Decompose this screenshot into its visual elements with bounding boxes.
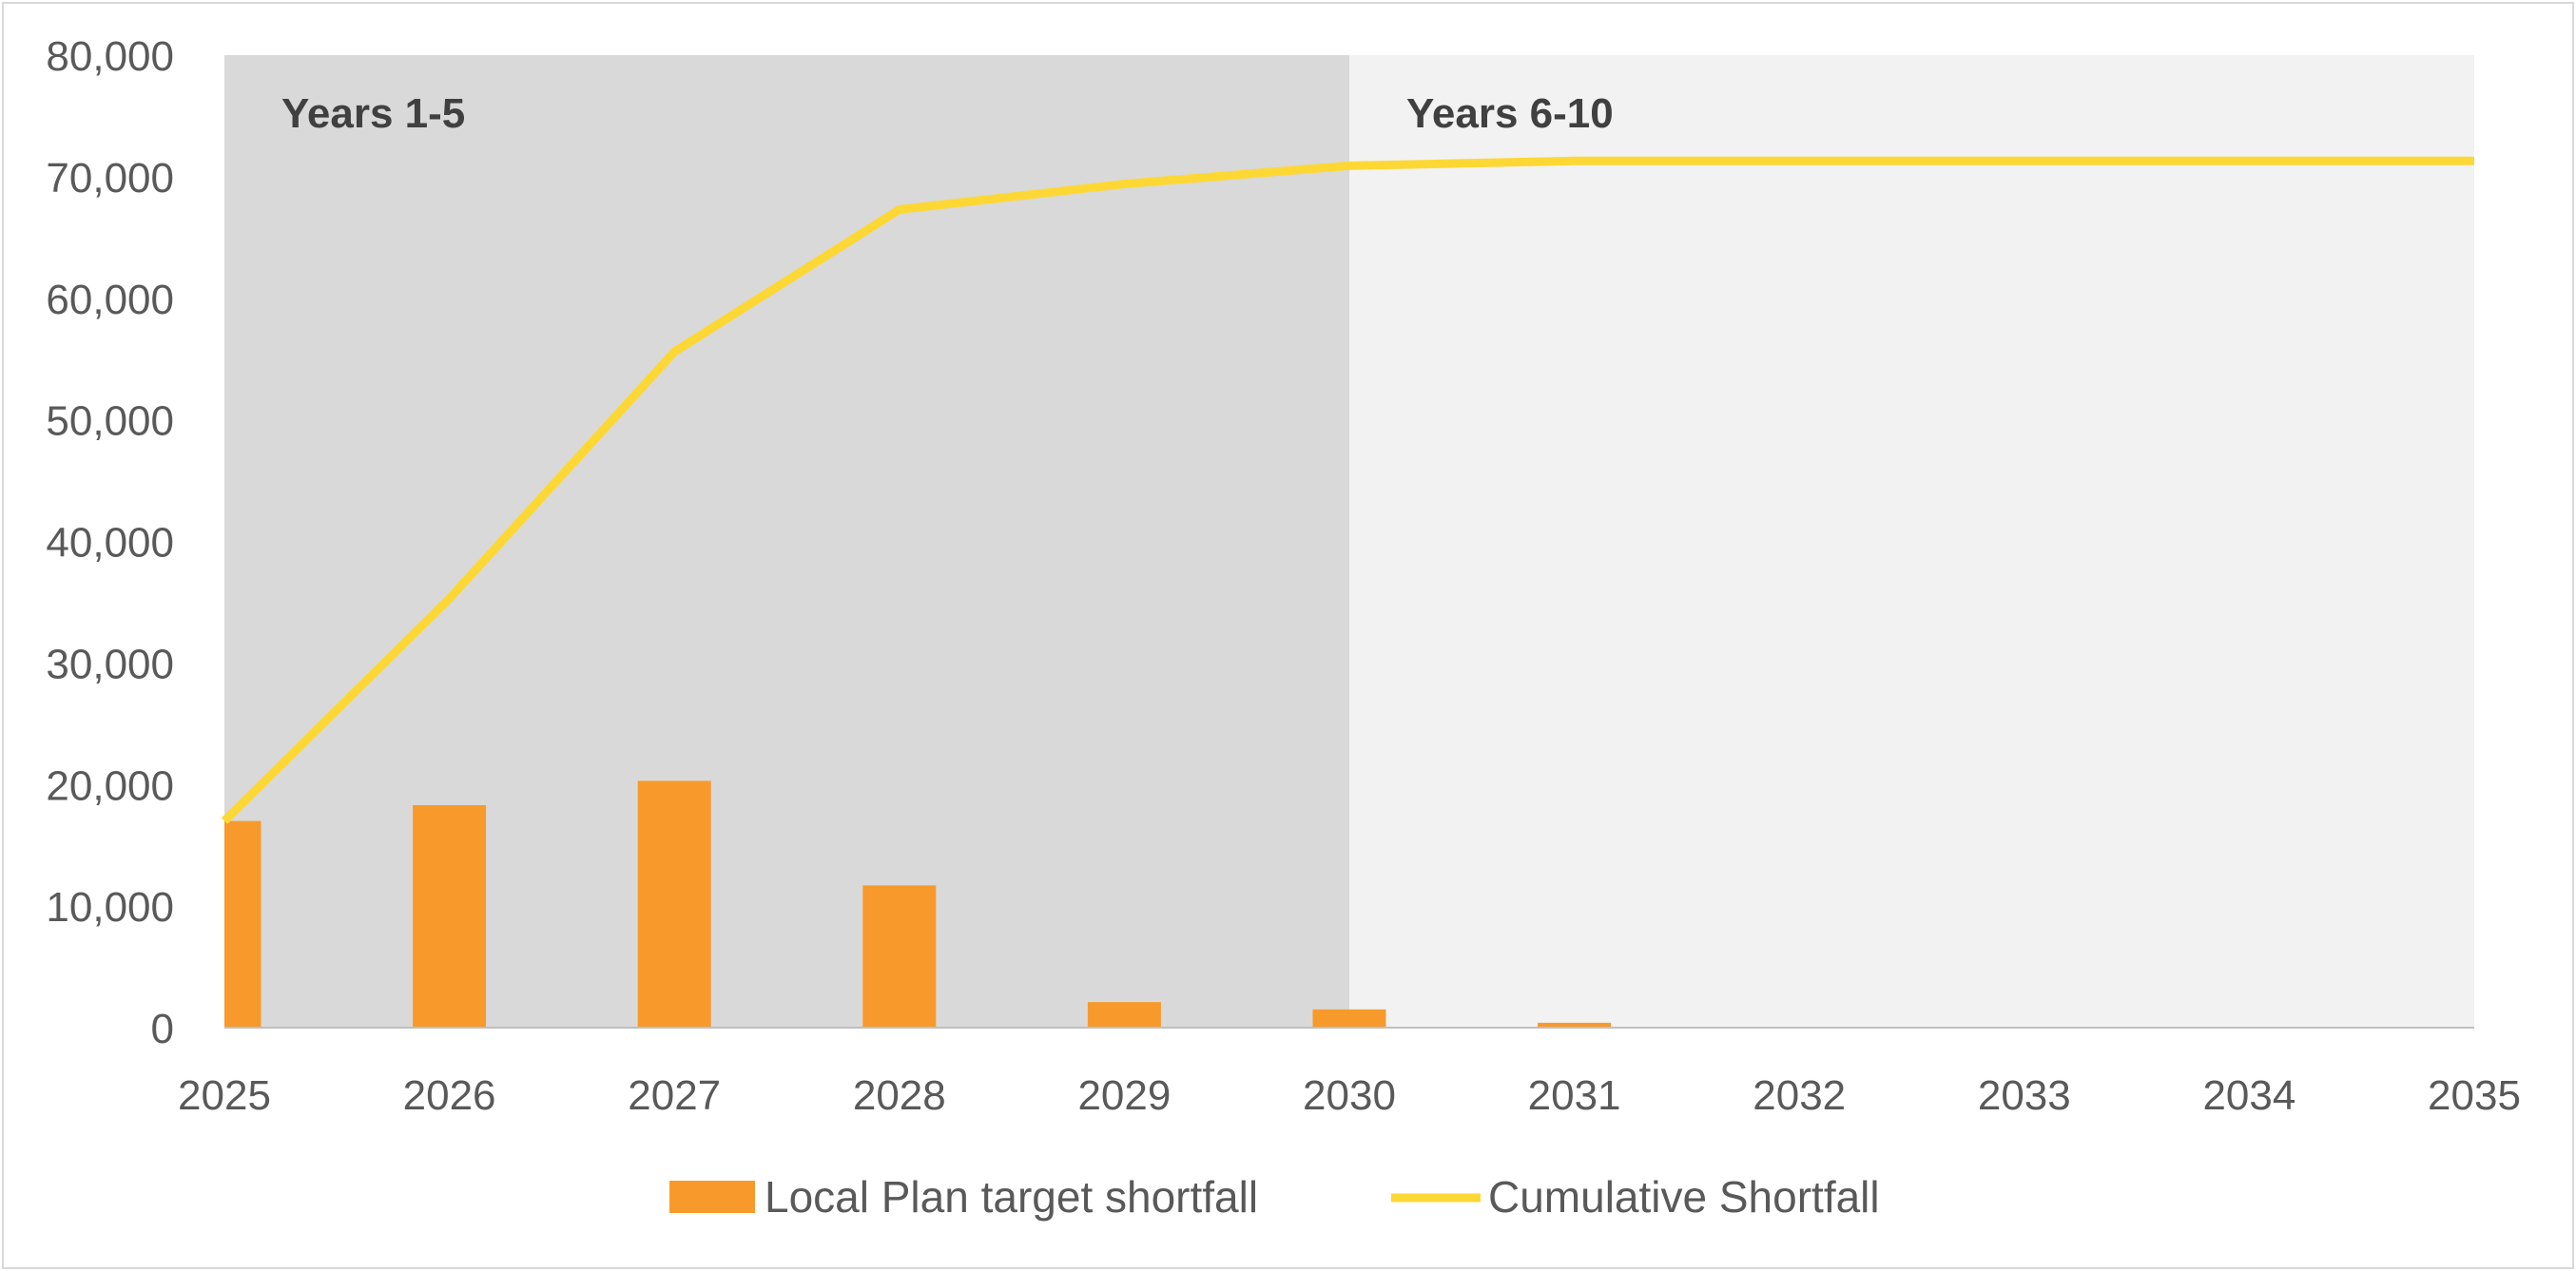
x-tick-label: 2025 (178, 1072, 271, 1119)
bar-2031 (1538, 1022, 1612, 1028)
region-layer (224, 55, 2474, 1028)
y-tick-label: 70,000 (46, 155, 174, 202)
x-tick-label: 2026 (403, 1072, 496, 1119)
bar-2028 (862, 885, 937, 1028)
legend-bar-label: Local Plan target shortfall (765, 1172, 1258, 1222)
y-tick-label: 40,000 (46, 520, 174, 567)
line-layer (221, 156, 2474, 824)
y-tick-label: 60,000 (46, 277, 174, 323)
x-tick-label: 2029 (1077, 1072, 1171, 1119)
bar-2029 (1087, 1002, 1161, 1028)
y-tick-label: 30,000 (46, 641, 174, 687)
x-tick-label: 2028 (853, 1072, 946, 1119)
region-1-label: Years 1-5 (281, 90, 465, 137)
y-tick-label: 50,000 (46, 398, 174, 445)
legend: Local Plan target shortfall Cumulative Sh… (669, 1172, 1880, 1222)
cumulative-shortfall-line (221, 156, 2474, 824)
x-axis: 2025 2026 2027 2028 2029 2030 2031 2032 2033 2034… (178, 1072, 2521, 1119)
x-tick-label: 2035 (2428, 1072, 2521, 1119)
region-2-band (1349, 55, 2474, 1028)
x-tick-label: 2034 (2202, 1072, 2295, 1119)
x-tick-label: 2027 (628, 1072, 721, 1119)
region-labels: Years 1-5 Years 6-10 (281, 90, 1614, 137)
bar-2026 (413, 804, 487, 1028)
y-tick-label: 0 (151, 1006, 174, 1052)
legend-line-label: Cumulative Shortfall (1488, 1172, 1880, 1222)
x-tick-label: 2033 (1978, 1072, 2071, 1119)
y-axis: 0 10,000 20,000 30,000 40,000 50,000 60,000 70,… (46, 33, 174, 1052)
legend-bar-swatch (669, 1181, 755, 1213)
x-tick-label: 2030 (1303, 1072, 1396, 1119)
bar-2025 (224, 820, 261, 1028)
y-tick-label: 20,000 (46, 762, 174, 809)
region-2-label: Years 6-10 (1406, 90, 1614, 137)
bar-2027 (637, 780, 711, 1028)
bar-layer (224, 780, 1612, 1028)
bar-2030 (1312, 1009, 1386, 1028)
region-1-band (224, 55, 1349, 1028)
x-tick-label: 2031 (1528, 1072, 1621, 1119)
x-tick-label: 2032 (1753, 1072, 1846, 1119)
y-tick-label: 80,000 (46, 33, 174, 80)
y-tick-label: 10,000 (46, 884, 174, 931)
